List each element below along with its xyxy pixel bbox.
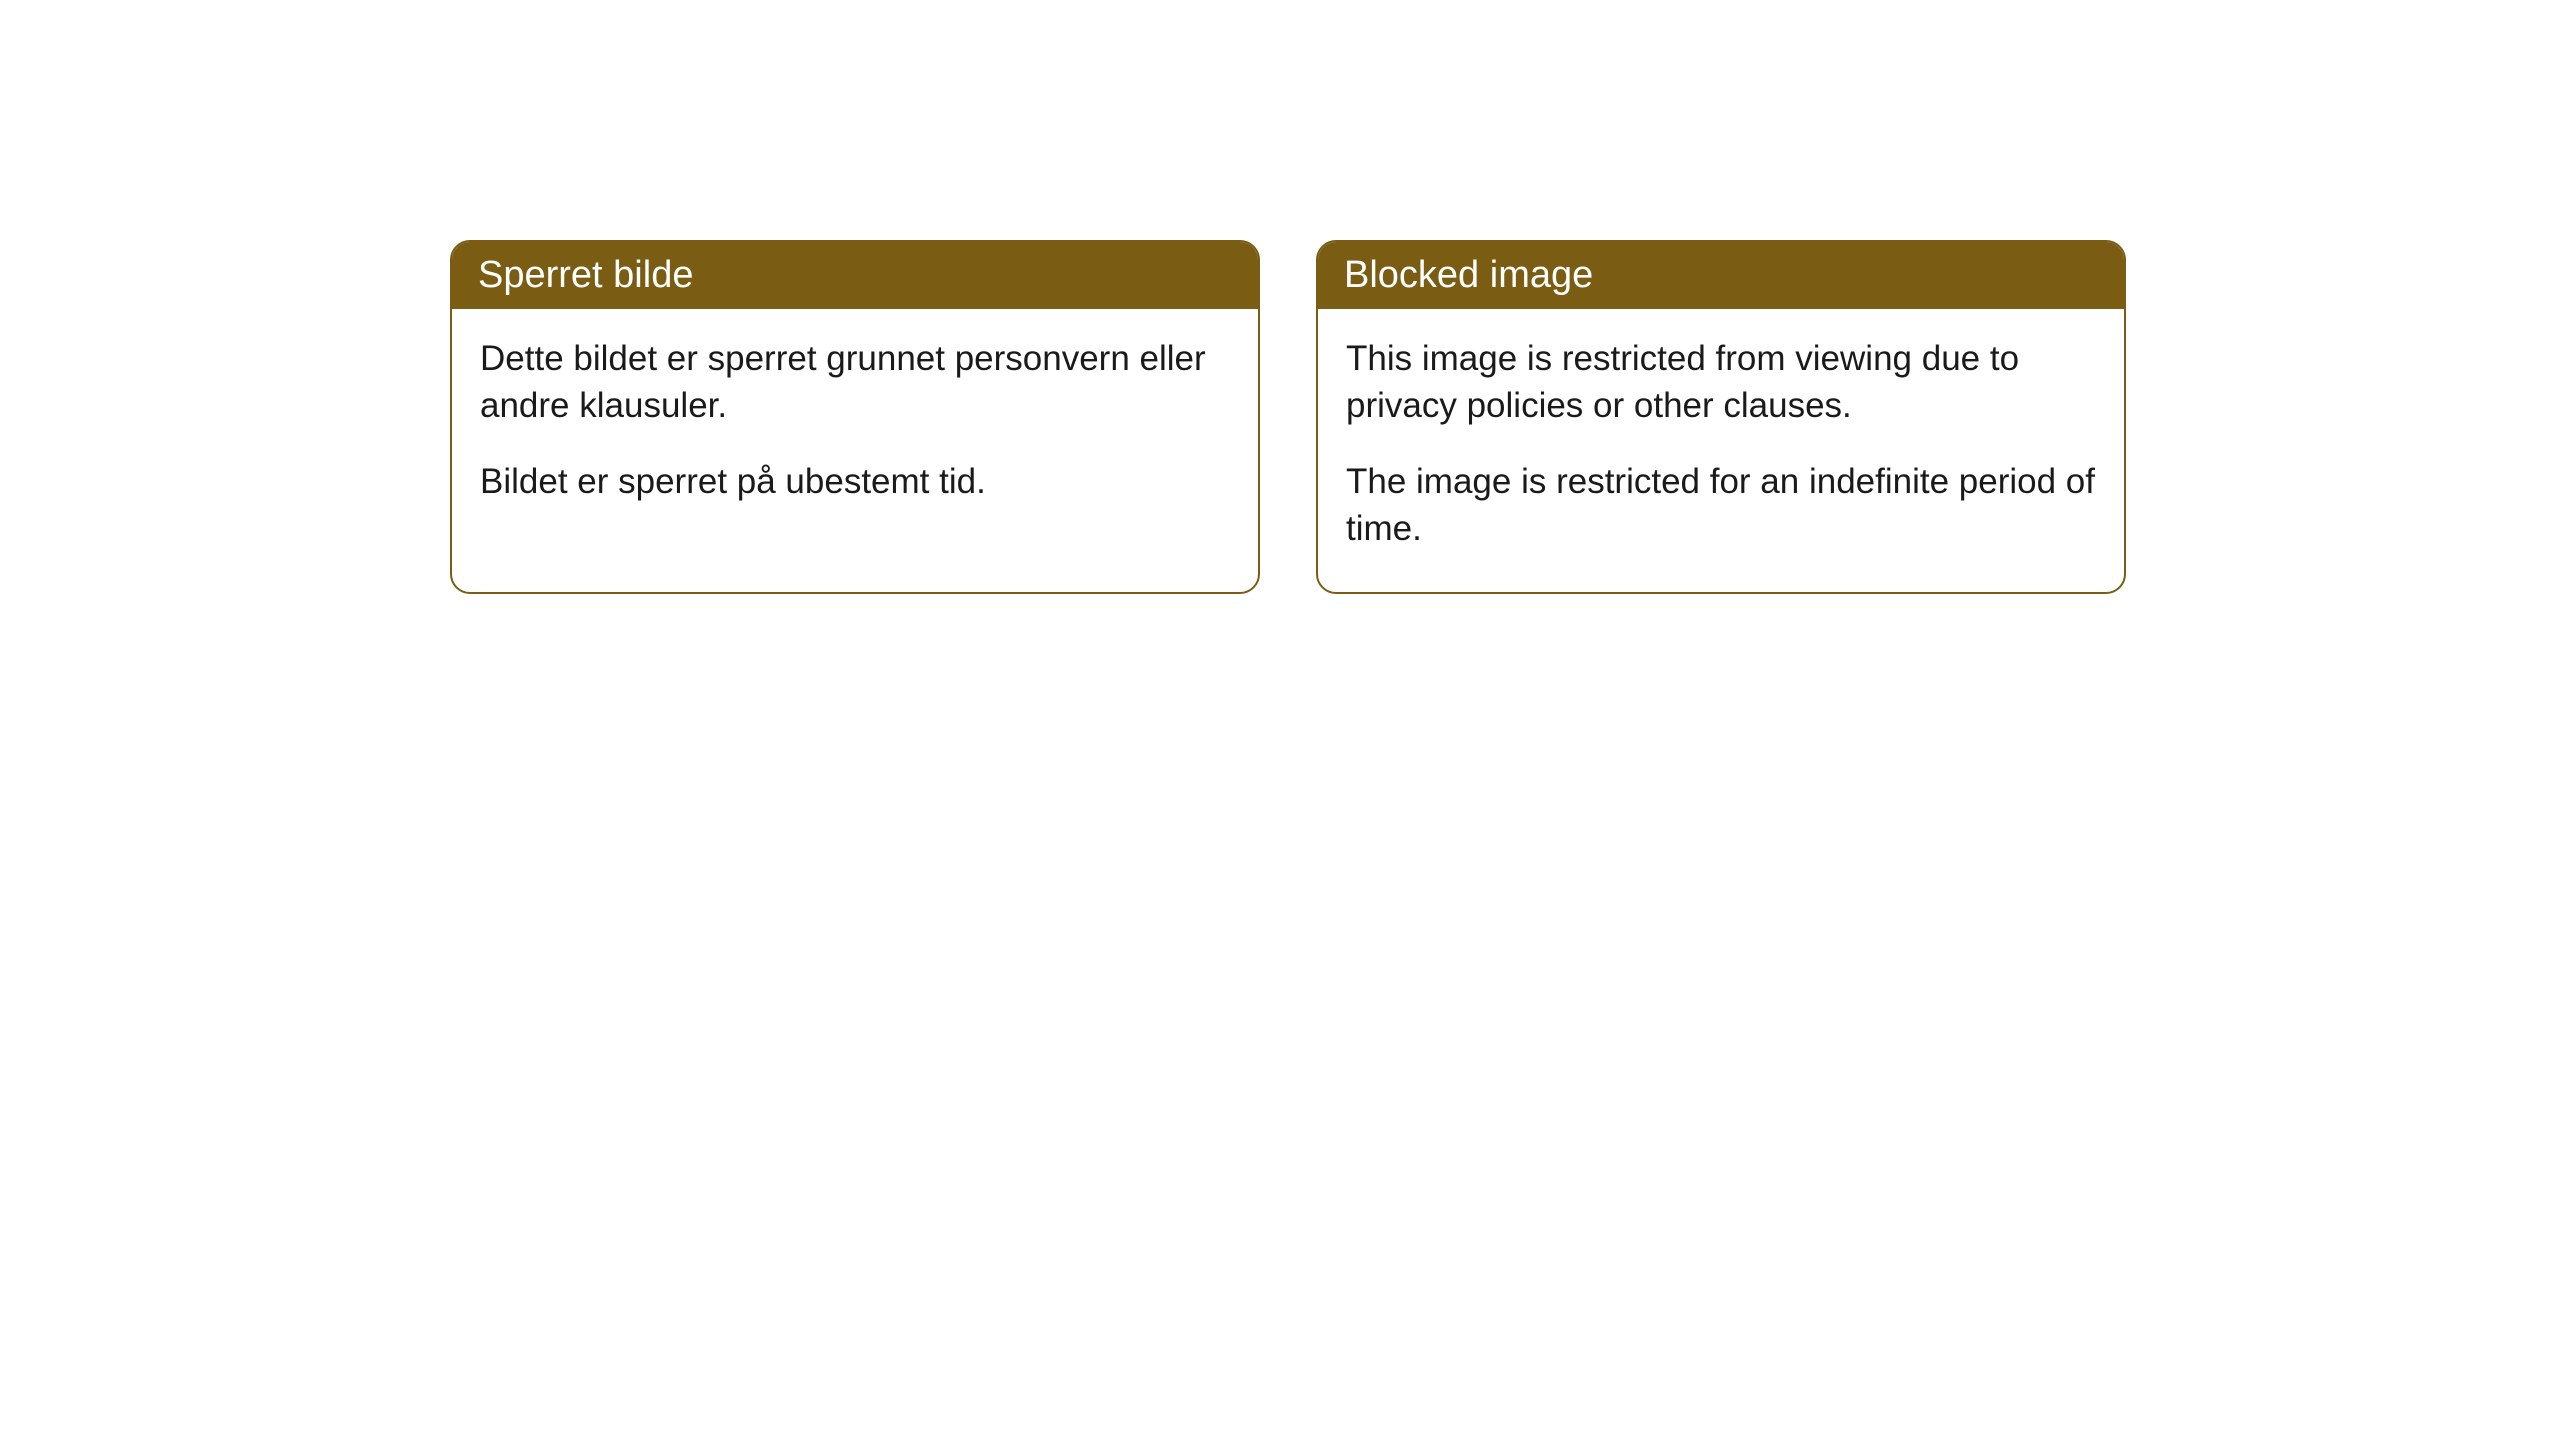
card-norwegian: Sperret bilde Dette bildet er sperret gr… [450, 240, 1260, 594]
card-body: Dette bildet er sperret grunnet personve… [452, 309, 1258, 545]
cards-container: Sperret bilde Dette bildet er sperret gr… [450, 240, 2126, 594]
card-paragraph: Bildet er sperret på ubestemt tid. [480, 458, 1230, 505]
card-header: Blocked image [1318, 242, 2124, 309]
card-paragraph: The image is restricted for an indefinit… [1346, 458, 2096, 553]
card-header: Sperret bilde [452, 242, 1258, 309]
card-title: Blocked image [1344, 254, 1593, 296]
card-paragraph: This image is restricted from viewing du… [1346, 335, 2096, 430]
card-title: Sperret bilde [478, 254, 693, 296]
card-english: Blocked image This image is restricted f… [1316, 240, 2126, 594]
card-paragraph: Dette bildet er sperret grunnet personve… [480, 335, 1230, 430]
card-body: This image is restricted from viewing du… [1318, 309, 2124, 592]
